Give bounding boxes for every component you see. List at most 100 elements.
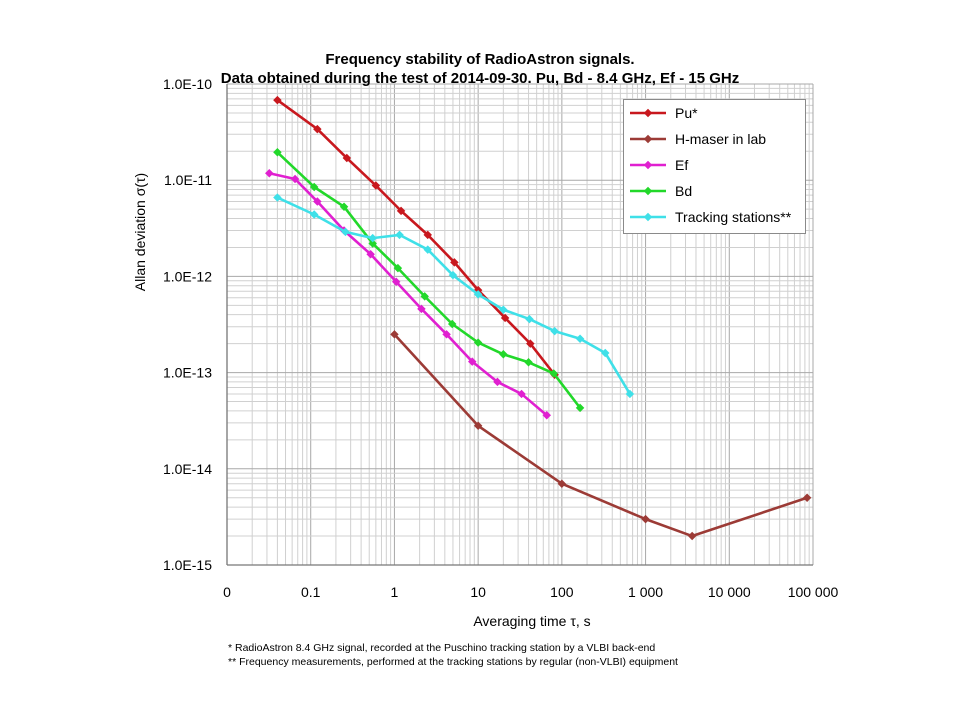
series-line (393, 333, 808, 538)
data-point (368, 239, 377, 248)
data-point (493, 377, 502, 387)
legend-label-h-maser: H-maser in lab (675, 131, 767, 147)
data-point (499, 305, 508, 315)
data-point (542, 411, 551, 420)
data-point (524, 358, 533, 367)
chart-title-line-1: Frequency stability of RadioAstron signa… (325, 51, 635, 68)
data-point (557, 479, 567, 488)
legend-swatch-h-maser (630, 134, 666, 144)
data-point (641, 514, 650, 524)
data-point (273, 148, 282, 157)
data-point (473, 421, 483, 431)
y-tick-label: 1.0E-13 (163, 365, 212, 381)
legend-label-pu: Pu* (675, 105, 698, 121)
data-point (391, 277, 401, 286)
data-point (341, 227, 350, 237)
data-point (273, 95, 282, 105)
data-point (313, 124, 322, 134)
data-point (423, 245, 432, 254)
data-point (575, 403, 585, 413)
data-point (309, 210, 319, 219)
series-group (265, 169, 551, 420)
data-point (290, 174, 300, 184)
legend-item-tracking: Tracking stations** (624, 207, 807, 227)
series-line (276, 196, 632, 395)
legend-swatch-pu (630, 108, 666, 118)
data-point (366, 249, 375, 259)
data-point (549, 369, 558, 378)
axes (226, 84, 813, 566)
legend-label-ef: Ef (675, 157, 689, 173)
series-line (276, 151, 582, 409)
x-axis-label: Averaging time τ, s (473, 613, 591, 629)
data-point (575, 334, 585, 343)
legend-swatch-tracking (630, 212, 666, 222)
footnote-2: ** Frequency measurements, performed at … (228, 656, 678, 668)
series-line (276, 99, 556, 376)
series-group (390, 330, 812, 541)
x-tick-label: 1 000 (628, 584, 663, 600)
series-group (273, 193, 635, 399)
legend-swatch-bd (630, 186, 666, 196)
data-point (339, 202, 349, 211)
data-point (525, 314, 534, 324)
x-tick-labels: 0 0.1 1 10 100 1 000 10 000 100 000 (223, 584, 838, 600)
y-axis-label: Allan deviation σ(τ) (132, 172, 148, 292)
legend-item-pu: Pu* (624, 103, 807, 123)
x-tick-label: 10 (470, 584, 486, 600)
data-point (499, 350, 508, 359)
legend: Pu* H-maser in lab Ef Bd Tracking statio… (623, 99, 806, 234)
legend-label-tracking: Tracking stations** (675, 209, 792, 225)
data-point (467, 357, 477, 366)
legend-item-h-maser: H-maser in lab (624, 129, 807, 149)
data-point (550, 326, 559, 336)
data-point (447, 319, 457, 329)
data-point (390, 330, 399, 339)
data-point (517, 389, 526, 399)
data-point (442, 330, 451, 339)
y-tick-label: 1.0E-10 (163, 76, 212, 92)
data-point (802, 493, 812, 503)
series-group (273, 95, 559, 379)
data-point (450, 258, 459, 267)
legend-swatch-ef (630, 160, 666, 170)
data-point (395, 230, 404, 240)
x-tick-label: 100 (550, 584, 574, 600)
data-point (368, 233, 377, 243)
data-point (273, 193, 282, 202)
footnote-1: * RadioAstron 8.4 GHz signal, recorded a… (228, 642, 656, 654)
data-point (500, 313, 510, 323)
data-point (313, 197, 322, 206)
y-tick-label: 1.0E-14 (163, 461, 212, 477)
y-tick-label: 1.0E-11 (164, 172, 212, 188)
data-point (423, 230, 432, 240)
data-point (473, 338, 483, 347)
data-point (265, 169, 274, 178)
legend-item-bd: Bd (624, 181, 807, 201)
data-point (601, 348, 610, 358)
y-tick-label: 1.0E-15 (163, 557, 212, 573)
data-point (625, 389, 635, 399)
data-point (309, 182, 319, 192)
legend-label-bd: Bd (675, 183, 693, 199)
data-point (371, 181, 381, 190)
data-point (396, 206, 406, 216)
data-point (342, 153, 352, 163)
x-tick-label: 0 (223, 584, 231, 600)
y-tick-label: 1.0E-12 (163, 268, 212, 284)
data-point (526, 339, 535, 348)
series-group (273, 148, 585, 413)
legend-item-ef: Ef (624, 155, 807, 175)
x-tick-label: 100 000 (788, 584, 839, 600)
x-tick-label: 0.1 (301, 584, 321, 600)
series-line (269, 172, 548, 417)
x-tick-label: 1 (391, 584, 399, 600)
data-point (420, 292, 429, 301)
data-point (417, 304, 426, 314)
y-tick-labels: 1.0E-10 1.0E-11 1.0E-12 1.0E-13 1.0E-14 1.0E-… (163, 76, 212, 573)
data-point (687, 531, 697, 541)
x-tick-label: 10 000 (708, 584, 751, 600)
series-layer (265, 95, 812, 541)
data-point (448, 270, 458, 280)
